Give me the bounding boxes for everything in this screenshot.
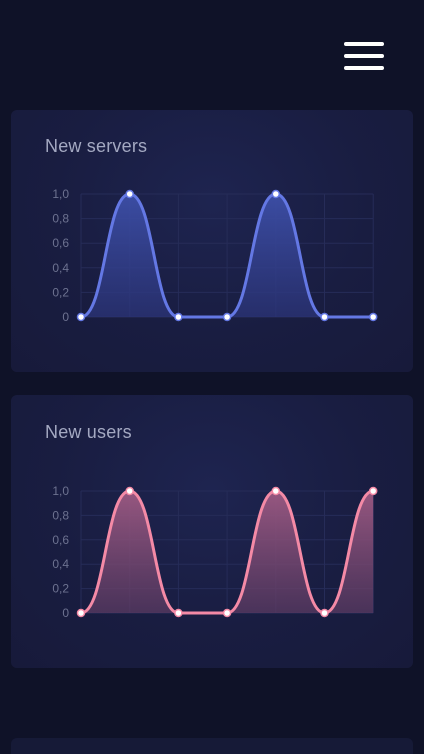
- data-point: [320, 312, 329, 322]
- y-tick-label: 0,6: [52, 533, 69, 547]
- y-tick-label: 0,2: [52, 285, 69, 299]
- card-title: New servers: [45, 136, 148, 156]
- y-tick-label: 0,8: [52, 212, 69, 226]
- new-users-chart: 0 0,2 0,4 0,6 0,8 1,0: [52, 484, 378, 620]
- data-point: [368, 486, 378, 496]
- y-tick-label: 0,8: [52, 508, 69, 522]
- new-servers-card: New servers 0 0,2 0,4 0,6 0,8 1,0: [11, 110, 413, 372]
- y-tick-label: 0,4: [52, 261, 69, 275]
- data-point: [125, 486, 134, 496]
- next-card: [11, 738, 413, 754]
- data-point: [174, 608, 183, 618]
- new-servers-chart: 0 0,2 0,4 0,6 0,8 1,0: [52, 187, 378, 324]
- y-tick-label: 0,4: [52, 557, 69, 571]
- menu-bar-bottom: [344, 66, 384, 70]
- data-point: [76, 608, 86, 618]
- hamburger-menu-icon[interactable]: [344, 42, 386, 72]
- data-point: [76, 312, 86, 322]
- menu-bar-top: [344, 42, 384, 46]
- y-tick-label: 1,0: [52, 187, 69, 201]
- data-point: [222, 608, 232, 618]
- data-point: [271, 189, 281, 199]
- y-tick-label: 1,0: [52, 484, 69, 498]
- menu-bar-middle: [344, 54, 384, 58]
- data-point: [271, 486, 281, 496]
- y-tick-label: 0,2: [52, 582, 69, 596]
- data-point: [368, 312, 378, 322]
- data-point: [320, 608, 329, 618]
- data-point: [174, 312, 183, 322]
- y-tick-label: 0: [62, 310, 69, 324]
- card-title: New users: [45, 422, 132, 442]
- y-tick-label: 0,6: [52, 236, 69, 250]
- series-area: [81, 194, 374, 317]
- data-point: [222, 312, 232, 322]
- data-point: [125, 189, 134, 199]
- new-users-card: New users 0 0,2 0,4 0,6 0,8 1,0: [11, 395, 413, 668]
- y-tick-label: 0: [62, 606, 69, 620]
- series-area: [81, 491, 374, 613]
